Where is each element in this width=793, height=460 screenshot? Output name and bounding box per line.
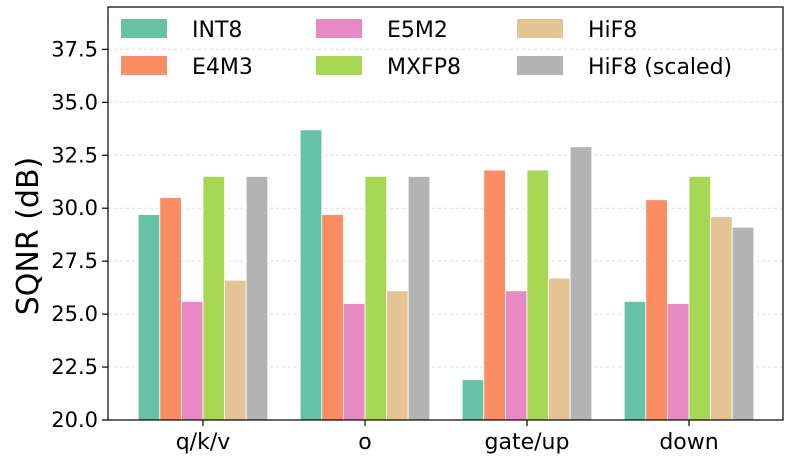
legend-label: E4M3 [192, 55, 253, 80]
y-tick-label: 25.0 [51, 302, 98, 326]
legend-label: INT8 [192, 18, 242, 43]
bar-mxfp8-gate-up [526, 169, 550, 421]
y-tick-label: 37.5 [51, 37, 98, 61]
bar-e5m2-gate-up [504, 290, 528, 421]
plot-frame [107, 6, 784, 421]
legend-label: HiF8 [588, 18, 637, 43]
bar-e4m3-down [645, 199, 668, 421]
x-tick-label: q/k/v [176, 430, 231, 455]
bar-e5m2-o [342, 303, 366, 421]
bar-e5m2-q-k-v [180, 300, 204, 421]
legend-swatch [316, 19, 362, 38]
legend-label: HiF8 (scaled) [588, 55, 732, 80]
bar-int8-gate-up [461, 379, 485, 421]
y-tick-label: 27.5 [51, 249, 98, 273]
y-tick-label: 35.0 [51, 90, 98, 114]
bar-hif8-q-k-v [224, 279, 247, 421]
legend-swatch [121, 19, 167, 38]
legend: INT8 E4M3 E5M2 MXFP8 HiF8 HiF8 (scaled) [121, 18, 732, 80]
x-tick-label: o [358, 430, 371, 455]
legend-label: E5M2 [387, 18, 448, 43]
bar-hif8-scaled-o [407, 176, 431, 421]
bar-hif8-scaled-gate-up [569, 146, 593, 421]
bar-hif8-scaled-down [731, 226, 755, 421]
y-tick-label: 32.5 [51, 143, 98, 167]
bar-hif8-gate-up [548, 277, 571, 421]
bar-mxfp8-o [364, 176, 388, 421]
legend-swatch [517, 19, 563, 38]
bar-int8-o [299, 129, 323, 421]
bar-hif8-o [386, 290, 409, 421]
bar-e4m3-gate-up [483, 169, 506, 421]
bar-e4m3-q-k-v [159, 197, 182, 421]
bar-int8-down [623, 300, 647, 421]
bars [137, 129, 755, 421]
bar-mxfp8-down [688, 176, 712, 421]
y-tick-label: 20.0 [51, 408, 98, 432]
bar-hif8-down [710, 216, 733, 421]
y-axis-ticks: 20.0 22.5 25.0 27.5 30.0 32.5 35.0 37.5 [51, 37, 108, 432]
y-axis-title: SQNR (dB) [11, 157, 46, 316]
bar-e5m2-down [667, 303, 690, 421]
legend-swatch [121, 56, 167, 75]
legend-label: MXFP8 [387, 55, 461, 80]
legend-swatch [316, 56, 362, 75]
bar-hif8-scaled-q-k-v [245, 176, 269, 421]
x-axis-ticks: q/k/v o gate/up down [176, 420, 719, 455]
y-tick-label: 30.0 [51, 196, 98, 220]
bar-e4m3-o [321, 214, 344, 421]
y-tick-label: 22.5 [51, 355, 98, 379]
bar-mxfp8-q-k-v [202, 176, 226, 421]
legend-swatch [517, 56, 563, 75]
x-tick-label: down [659, 430, 718, 455]
x-tick-label: gate/up [485, 430, 570, 455]
gridlines [108, 48, 783, 368]
bar-int8-q-k-v [137, 214, 161, 421]
